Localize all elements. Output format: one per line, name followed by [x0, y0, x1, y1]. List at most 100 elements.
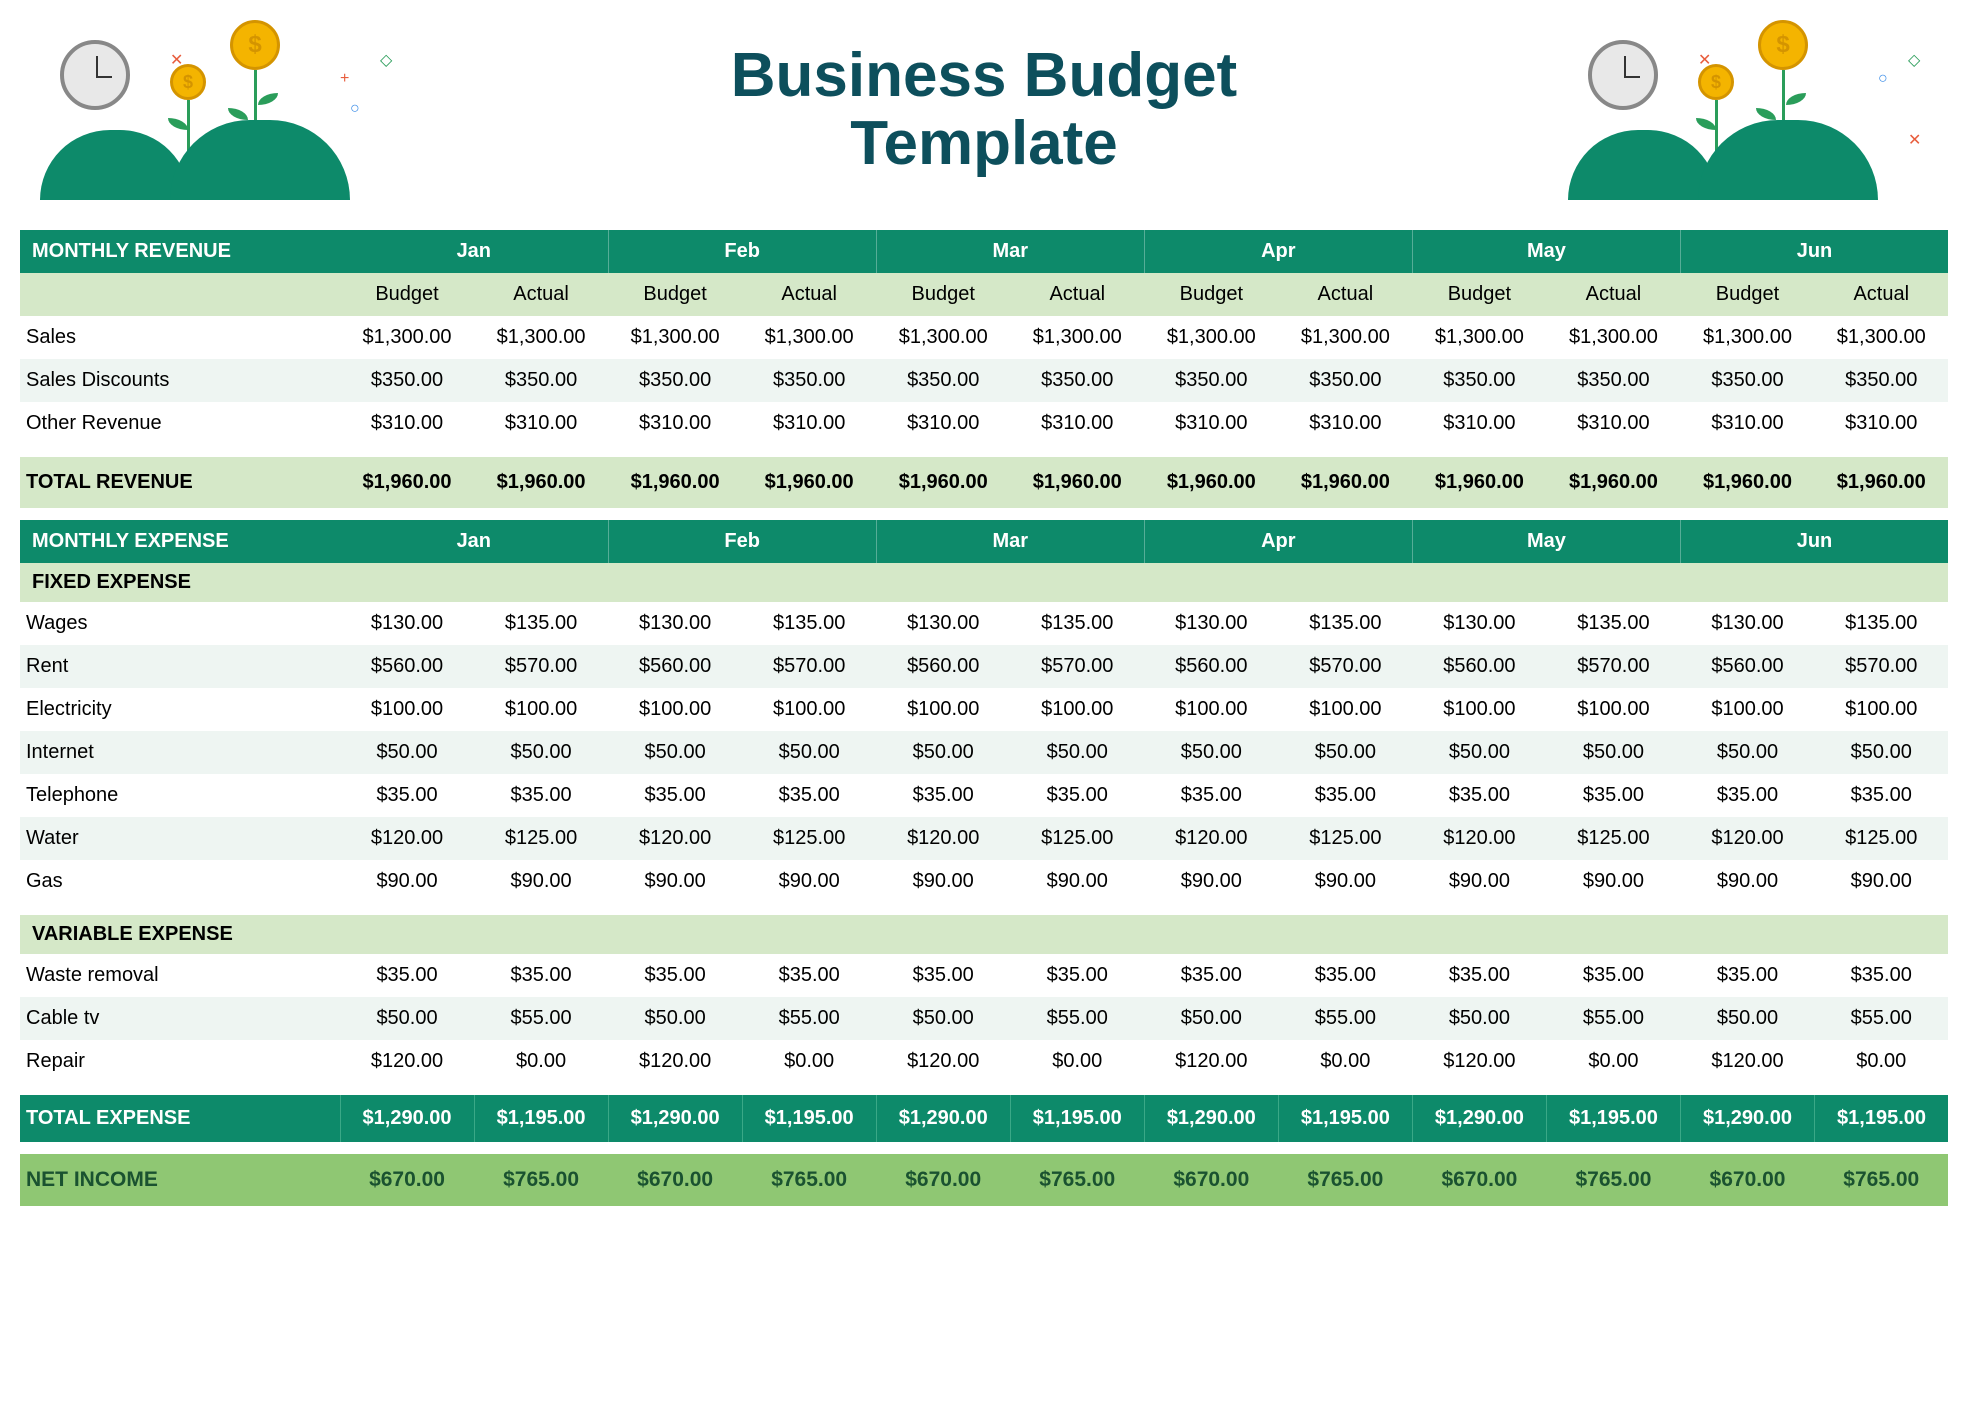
expense-cell: $50.00 [1546, 731, 1680, 774]
expense-cell: $50.00 [608, 997, 742, 1040]
revenue-cell: $350.00 [1546, 359, 1680, 402]
expense-cell: $125.00 [1546, 817, 1680, 860]
expense-cell: $130.00 [1680, 602, 1814, 645]
header: ✕ ○ + ◇ $ $ Business Budget Template ✕ ○… [20, 20, 1948, 200]
expense-cell: $90.00 [474, 860, 608, 903]
expense-cell: $120.00 [1680, 817, 1814, 860]
total-expense-cell: $1,290.00 [1412, 1095, 1546, 1142]
expense-cell: $120.00 [340, 817, 474, 860]
expense-cell: $35.00 [608, 774, 742, 817]
expense-cell: $90.00 [1278, 860, 1412, 903]
expense-cell: $35.00 [1144, 954, 1278, 997]
expense-cell: $35.00 [1680, 774, 1814, 817]
total-expense-cell: $1,290.00 [1144, 1095, 1278, 1142]
expense-cell: $120.00 [876, 1040, 1010, 1083]
expense-cell: $130.00 [608, 602, 742, 645]
revenue-cell: $350.00 [1815, 359, 1948, 402]
net-income-cell: $765.00 [1278, 1154, 1412, 1206]
expense-cell: $100.00 [876, 688, 1010, 731]
net-income-cell: $670.00 [340, 1154, 474, 1206]
expense-cell: $35.00 [1546, 954, 1680, 997]
month-header: Feb [608, 230, 876, 273]
sub-column-header: Budget [608, 273, 742, 316]
expense-cell: $135.00 [1278, 602, 1412, 645]
clock-icon [1588, 40, 1658, 110]
expense-cell: $90.00 [1010, 860, 1144, 903]
expense-cell: $120.00 [1412, 817, 1546, 860]
circle-icon: ○ [1878, 70, 1888, 88]
expense-cell: $50.00 [340, 997, 474, 1040]
month-header: May [1412, 520, 1680, 563]
spacer-row [20, 1142, 1948, 1154]
expense-row-label: Water [20, 817, 340, 860]
month-header: Feb [608, 520, 876, 563]
x-icon: ✕ [1908, 130, 1921, 150]
month-header: Jan [340, 230, 608, 273]
spacer [20, 1142, 1948, 1154]
expense-cell: $0.00 [1278, 1040, 1412, 1083]
sub-column-header: Budget [1412, 273, 1546, 316]
expense-cell: $35.00 [1815, 954, 1948, 997]
sub-column-header: Budget [1144, 273, 1278, 316]
total-expense-cell: $1,195.00 [474, 1095, 608, 1142]
revenue-sub-header: BudgetActualBudgetActualBudgetActualBudg… [20, 273, 1948, 316]
month-header: Mar [876, 230, 1144, 273]
expense-cell: $560.00 [1680, 645, 1814, 688]
expense-cell: $120.00 [1412, 1040, 1546, 1083]
expense-cell: $125.00 [1278, 817, 1412, 860]
revenue-cell: $1,300.00 [608, 316, 742, 359]
expense-row-label: Electricity [20, 688, 340, 731]
net-income-cell: $670.00 [1412, 1154, 1546, 1206]
expense-row-label: Internet [20, 731, 340, 774]
expense-cell: $50.00 [876, 997, 1010, 1040]
revenue-section-label: MONTHLY REVENUE [20, 230, 340, 273]
revenue-cell: $310.00 [876, 402, 1010, 445]
total-revenue-cell: $1,960.00 [340, 457, 474, 508]
expense-cell: $90.00 [1546, 860, 1680, 903]
revenue-cell: $350.00 [742, 359, 876, 402]
month-header: May [1412, 230, 1680, 273]
revenue-cell: $1,300.00 [1278, 316, 1412, 359]
expense-cell: $0.00 [1815, 1040, 1948, 1083]
expense-cell: $100.00 [340, 688, 474, 731]
expense-cell: $135.00 [1546, 602, 1680, 645]
title-line1: Business Budget [731, 41, 1237, 110]
expense-cell: $570.00 [1010, 645, 1144, 688]
sub-column-header: Budget [340, 273, 474, 316]
expense-cell: $35.00 [1546, 774, 1680, 817]
expense-cell: $50.00 [1412, 997, 1546, 1040]
expense-cell: $50.00 [742, 731, 876, 774]
revenue-cell: $350.00 [1144, 359, 1278, 402]
revenue-cell: $350.00 [1680, 359, 1814, 402]
expense-cell: $100.00 [1010, 688, 1144, 731]
spacer-row [20, 508, 1948, 520]
expense-cell: $35.00 [742, 774, 876, 817]
revenue-row: Sales$1,300.00$1,300.00$1,300.00$1,300.0… [20, 316, 1948, 359]
revenue-cell: $350.00 [876, 359, 1010, 402]
sub-column-header: Actual [742, 273, 876, 316]
expense-cell: $35.00 [1278, 774, 1412, 817]
revenue-row: Sales Discounts$350.00$350.00$350.00$350… [20, 359, 1948, 402]
expense-cell: $560.00 [608, 645, 742, 688]
expense-cell: $125.00 [1815, 817, 1948, 860]
spacer [20, 445, 1948, 457]
net-income-label: NET INCOME [20, 1154, 340, 1206]
expense-cell: $50.00 [1010, 731, 1144, 774]
expense-row: Cable tv$50.00$55.00$50.00$55.00$50.00$5… [20, 997, 1948, 1040]
expense-cell: $135.00 [1010, 602, 1144, 645]
total-revenue-cell: $1,960.00 [608, 457, 742, 508]
revenue-cell: $1,300.00 [1680, 316, 1814, 359]
expense-cell: $35.00 [876, 774, 1010, 817]
spacer-row [20, 903, 1948, 915]
expense-cell: $90.00 [1815, 860, 1948, 903]
net-income-cell: $765.00 [1815, 1154, 1948, 1206]
expense-cell: $50.00 [1412, 731, 1546, 774]
total-expense-cell: $1,195.00 [1546, 1095, 1680, 1142]
diamond-icon: ◇ [380, 50, 392, 70]
expense-cell: $100.00 [742, 688, 876, 731]
revenue-cell: $350.00 [1278, 359, 1412, 402]
total-revenue-cell: $1,960.00 [1815, 457, 1948, 508]
sub-column-header: Actual [1278, 273, 1412, 316]
total-expense-label: TOTAL EXPENSE [20, 1095, 340, 1142]
expense-row: Gas$90.00$90.00$90.00$90.00$90.00$90.00$… [20, 860, 1948, 903]
